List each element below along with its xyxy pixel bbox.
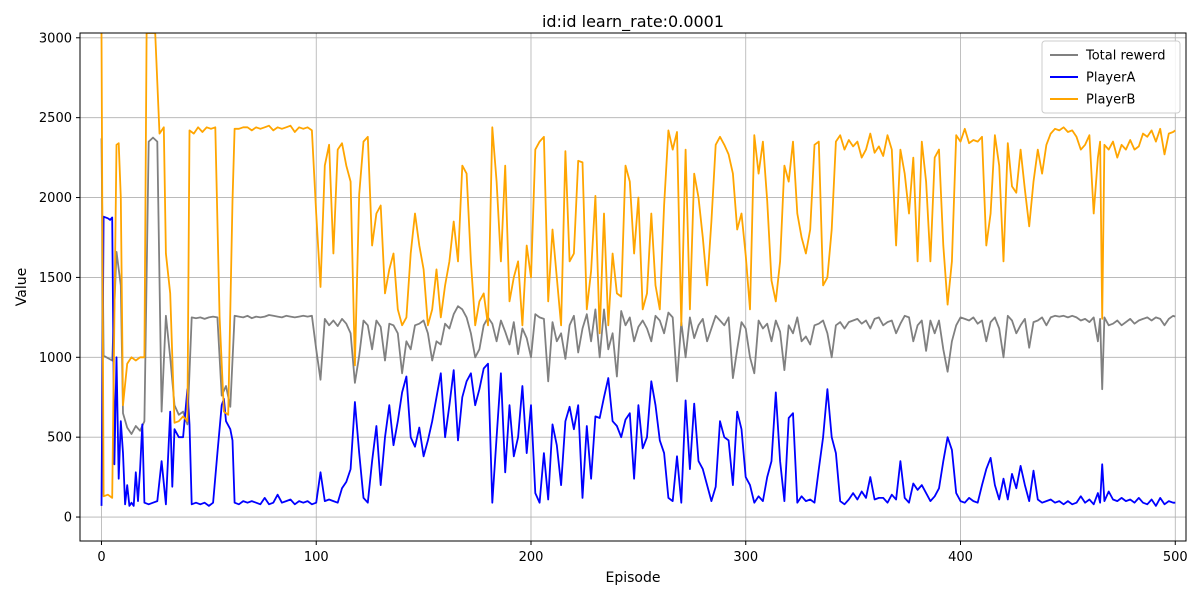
y-tick-label: 1500: [39, 271, 72, 286]
series-line-total-rewerd: [100, 136, 1176, 435]
y-tick-label: 2500: [39, 111, 72, 126]
legend-label-playerb: PlayerB: [1086, 93, 1135, 108]
legend: Total rewerd PlayerA PlayerB: [1041, 40, 1181, 114]
axis-ticks: 0 100 200 300 400 500 0 500 1000 1500 2000 2500 3000: [39, 31, 1188, 565]
x-tick-label: 300: [733, 550, 758, 565]
y-tick-label: 2000: [39, 191, 72, 206]
plot-frame: [79, 32, 1187, 542]
x-axis-label: Episode: [606, 570, 661, 586]
series-line-playera: [100, 215, 1176, 507]
series-lines: [100, 33, 1176, 507]
y-tick-label: 0: [64, 511, 72, 526]
legend-label-playera: PlayerA: [1086, 71, 1135, 86]
legend-label-total-rewerd: Total rewerd: [1085, 49, 1166, 64]
x-tick-label: 500: [1163, 550, 1188, 565]
y-axis-label: Value: [14, 268, 30, 306]
y-tick-label: 3000: [39, 31, 72, 46]
y-tick-label: 1000: [39, 351, 72, 366]
series-line-playerb: [100, 33, 1176, 499]
chart-title: id:id learn_rate:0.0001: [542, 12, 724, 32]
y-tick-label: 500: [47, 431, 72, 446]
x-tick-label: 0: [97, 550, 105, 565]
x-tick-label: 400: [948, 550, 973, 565]
x-tick-label: 200: [519, 550, 544, 565]
grid: [80, 33, 1186, 541]
legend-box: [1041, 40, 1181, 114]
x-tick-label: 100: [304, 550, 329, 565]
